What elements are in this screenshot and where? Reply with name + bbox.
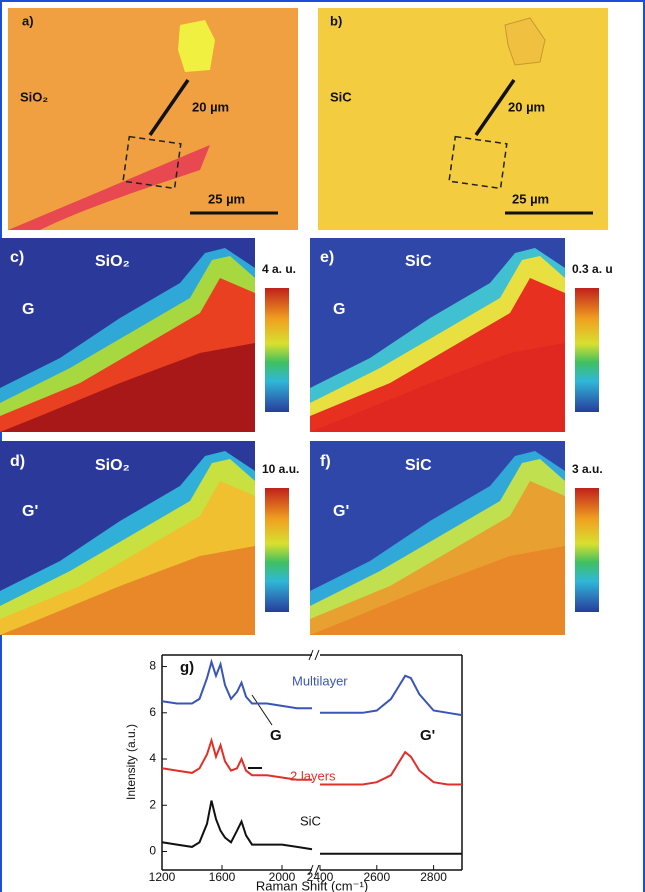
panel-label: c) <box>10 249 24 266</box>
y-tick-label: 4 <box>149 751 156 765</box>
x-tick-label: 1200 <box>149 870 176 884</box>
band: G <box>22 301 34 318</box>
annotation: G <box>270 727 282 744</box>
y-tick-label: 0 <box>149 844 156 858</box>
colorbar-max: 0.3 a. u <box>572 262 613 276</box>
colorbar-max: 10 a.u. <box>262 462 299 476</box>
substrate: SiC <box>330 89 352 104</box>
series-label: SiC <box>300 813 321 828</box>
y-tick-label: 6 <box>149 705 156 719</box>
y-tick-label: 2 <box>149 797 156 811</box>
map <box>310 441 565 635</box>
substrate: SiO₂ <box>20 89 48 104</box>
x-tick-label: 2000 <box>269 870 296 884</box>
scale-label: 25 µm <box>208 191 245 206</box>
distance: 20 µm <box>192 99 229 114</box>
colorbar <box>575 288 599 412</box>
substrate: SiO₂ <box>95 253 130 270</box>
colorbar-max: 4 a. u. <box>262 262 296 276</box>
series-label: 2 layers <box>290 768 336 783</box>
substrate: SiC <box>405 253 432 270</box>
y-axis-label: Intensity (a.u.) <box>124 724 138 800</box>
panel-label: g) <box>180 659 194 676</box>
micrograph <box>8 8 298 230</box>
panel-label: e) <box>320 249 334 266</box>
substrate: SiC <box>405 457 432 474</box>
micrograph <box>318 8 608 230</box>
scale-label: 25 µm <box>512 191 549 206</box>
panel-label: b) <box>330 13 342 28</box>
substrate: SiO₂ <box>95 457 130 474</box>
colorbar-max: 3 a.u. <box>572 462 603 476</box>
figure: a) SiO₂ 20 µm 25 µm b) SiC 20 µm 25 µm c… <box>0 0 645 892</box>
series-label: Multilayer <box>292 673 348 688</box>
annotation: G' <box>420 727 435 744</box>
colorbar <box>575 488 599 612</box>
y-tick-label: 8 <box>149 659 156 673</box>
colorbar <box>265 288 289 412</box>
band: G' <box>333 503 349 520</box>
x-tick-label: 1600 <box>209 870 236 884</box>
x-tick-label: 2400 <box>307 870 334 884</box>
panel-label: a) <box>22 13 34 28</box>
band: G <box>333 301 345 318</box>
band: G' <box>22 503 38 520</box>
map <box>310 238 565 432</box>
panel-label: d) <box>10 453 25 470</box>
colorbar <box>265 488 289 612</box>
distance: 20 µm <box>508 99 545 114</box>
x-tick-label: 2800 <box>420 870 447 884</box>
x-tick-label: 2600 <box>363 870 390 884</box>
panel-label: f) <box>320 453 331 470</box>
